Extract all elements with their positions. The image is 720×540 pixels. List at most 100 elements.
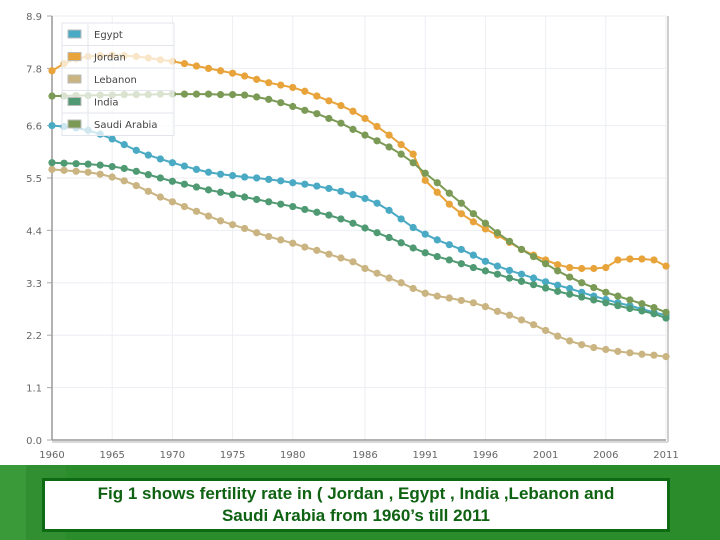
footer-stripe	[0, 465, 26, 540]
point-india	[433, 252, 441, 261]
point-egypt	[277, 177, 285, 185]
point-jordan	[397, 141, 405, 149]
point-egypt	[132, 146, 140, 154]
point-egypt	[228, 171, 237, 180]
point-egypt	[554, 281, 562, 289]
point-saudi-arabia	[409, 159, 417, 167]
legend-swatch	[67, 97, 82, 106]
point-india	[505, 274, 514, 282]
point-lebanon	[614, 347, 622, 355]
point-jordan	[614, 256, 622, 264]
point-india	[144, 171, 152, 179]
point-jordan	[289, 83, 297, 92]
point-egypt	[433, 236, 441, 244]
point-jordan	[409, 150, 417, 158]
point-saudi-arabia	[650, 303, 658, 312]
point-egypt	[542, 278, 550, 286]
point-lebanon	[626, 349, 634, 357]
point-lebanon	[493, 307, 502, 315]
point-saudi-arabia	[662, 308, 670, 316]
point-saudi-arabia	[590, 283, 598, 292]
point-jordan	[301, 87, 309, 95]
point-jordan	[361, 114, 369, 123]
point-india	[120, 164, 128, 173]
point-jordan	[578, 264, 586, 273]
point-jordan	[602, 263, 610, 272]
point-lebanon	[253, 229, 261, 237]
point-lebanon	[445, 294, 453, 302]
point-india	[397, 239, 405, 247]
fertility-rate-chart: 0.0 1.1 2.2 3.3 4.4 5.5 6.6 7.8 8.9 1960 1965 1970 1…	[26, 12, 679, 461]
point-jordan	[433, 188, 441, 196]
point-lebanon	[144, 187, 152, 195]
point-india	[566, 290, 574, 298]
point-lebanon	[638, 350, 646, 358]
point-saudi-arabia	[529, 252, 538, 261]
caption-line-1: Fig 1 shows fertility rate in ( Jordan ,…	[97, 484, 615, 503]
point-jordan	[626, 255, 634, 263]
point-india	[289, 202, 297, 211]
point-saudi-arabia	[337, 119, 345, 127]
point-egypt	[168, 159, 176, 167]
point-lebanon	[542, 326, 550, 335]
point-egypt	[445, 241, 453, 249]
point-saudi-arabia	[373, 137, 381, 145]
point-jordan	[590, 264, 598, 273]
series-lebanon	[48, 165, 670, 361]
point-jordan	[325, 97, 333, 105]
point-lebanon	[180, 202, 189, 211]
point-egypt	[493, 262, 502, 270]
point-lebanon	[373, 269, 381, 277]
legend: Egypt Jordan Lebanon India Saudi Arabia	[61, 22, 175, 136]
point-egypt	[457, 245, 465, 254]
point-lebanon	[457, 296, 465, 305]
point-lebanon	[566, 337, 574, 345]
axes: 0.0 1.1 2.2 3.3 4.4 5.5 6.6 7.8 8.9 1960 1965 1970 1…	[26, 12, 679, 461]
legend-label: Saudi Arabia	[94, 120, 157, 131]
point-saudi-arabia	[325, 114, 333, 123]
point-egypt	[48, 121, 56, 130]
point-egypt	[469, 251, 477, 259]
point-jordan	[421, 176, 429, 184]
y-tick-label: 1.1	[26, 384, 42, 395]
point-india	[192, 183, 201, 191]
point-saudi-arabia	[180, 90, 189, 98]
point-saudi-arabia	[301, 106, 309, 114]
point-lebanon	[337, 254, 345, 262]
point-india	[337, 215, 345, 223]
point-egypt	[337, 187, 345, 195]
point-jordan	[277, 81, 285, 89]
point-egypt	[192, 165, 201, 174]
point-jordan	[192, 62, 201, 70]
point-saudi-arabia	[253, 93, 261, 101]
point-lebanon	[168, 198, 176, 206]
point-india	[180, 180, 189, 188]
point-egypt	[289, 179, 297, 187]
y-tick-label: 2.2	[26, 331, 42, 342]
point-saudi-arabia	[397, 150, 405, 158]
point-jordan	[566, 263, 574, 272]
point-jordan	[265, 79, 273, 87]
point-egypt	[325, 184, 333, 193]
point-india	[614, 302, 622, 310]
point-saudi-arabia	[289, 102, 297, 111]
point-egypt	[349, 191, 357, 199]
point-saudi-arabia	[265, 95, 273, 103]
point-saudi-arabia	[313, 110, 321, 118]
point-india	[517, 277, 526, 285]
point-india	[481, 267, 490, 275]
x-tick-label: 1991	[412, 450, 437, 461]
point-india	[421, 249, 429, 257]
point-saudi-arabia	[481, 219, 490, 227]
y-tick-label: 4.4	[26, 226, 42, 237]
point-jordan	[662, 262, 670, 270]
point-lebanon	[602, 345, 610, 354]
point-egypt	[385, 206, 393, 214]
caption-text: Fig 1 shows fertility rate in ( Jordan ,…	[98, 483, 615, 527]
point-lebanon	[590, 343, 598, 352]
point-lebanon	[349, 258, 357, 266]
point-egypt	[216, 170, 225, 178]
point-lebanon	[469, 299, 477, 307]
point-lebanon	[397, 279, 405, 287]
point-saudi-arabia	[192, 90, 201, 98]
